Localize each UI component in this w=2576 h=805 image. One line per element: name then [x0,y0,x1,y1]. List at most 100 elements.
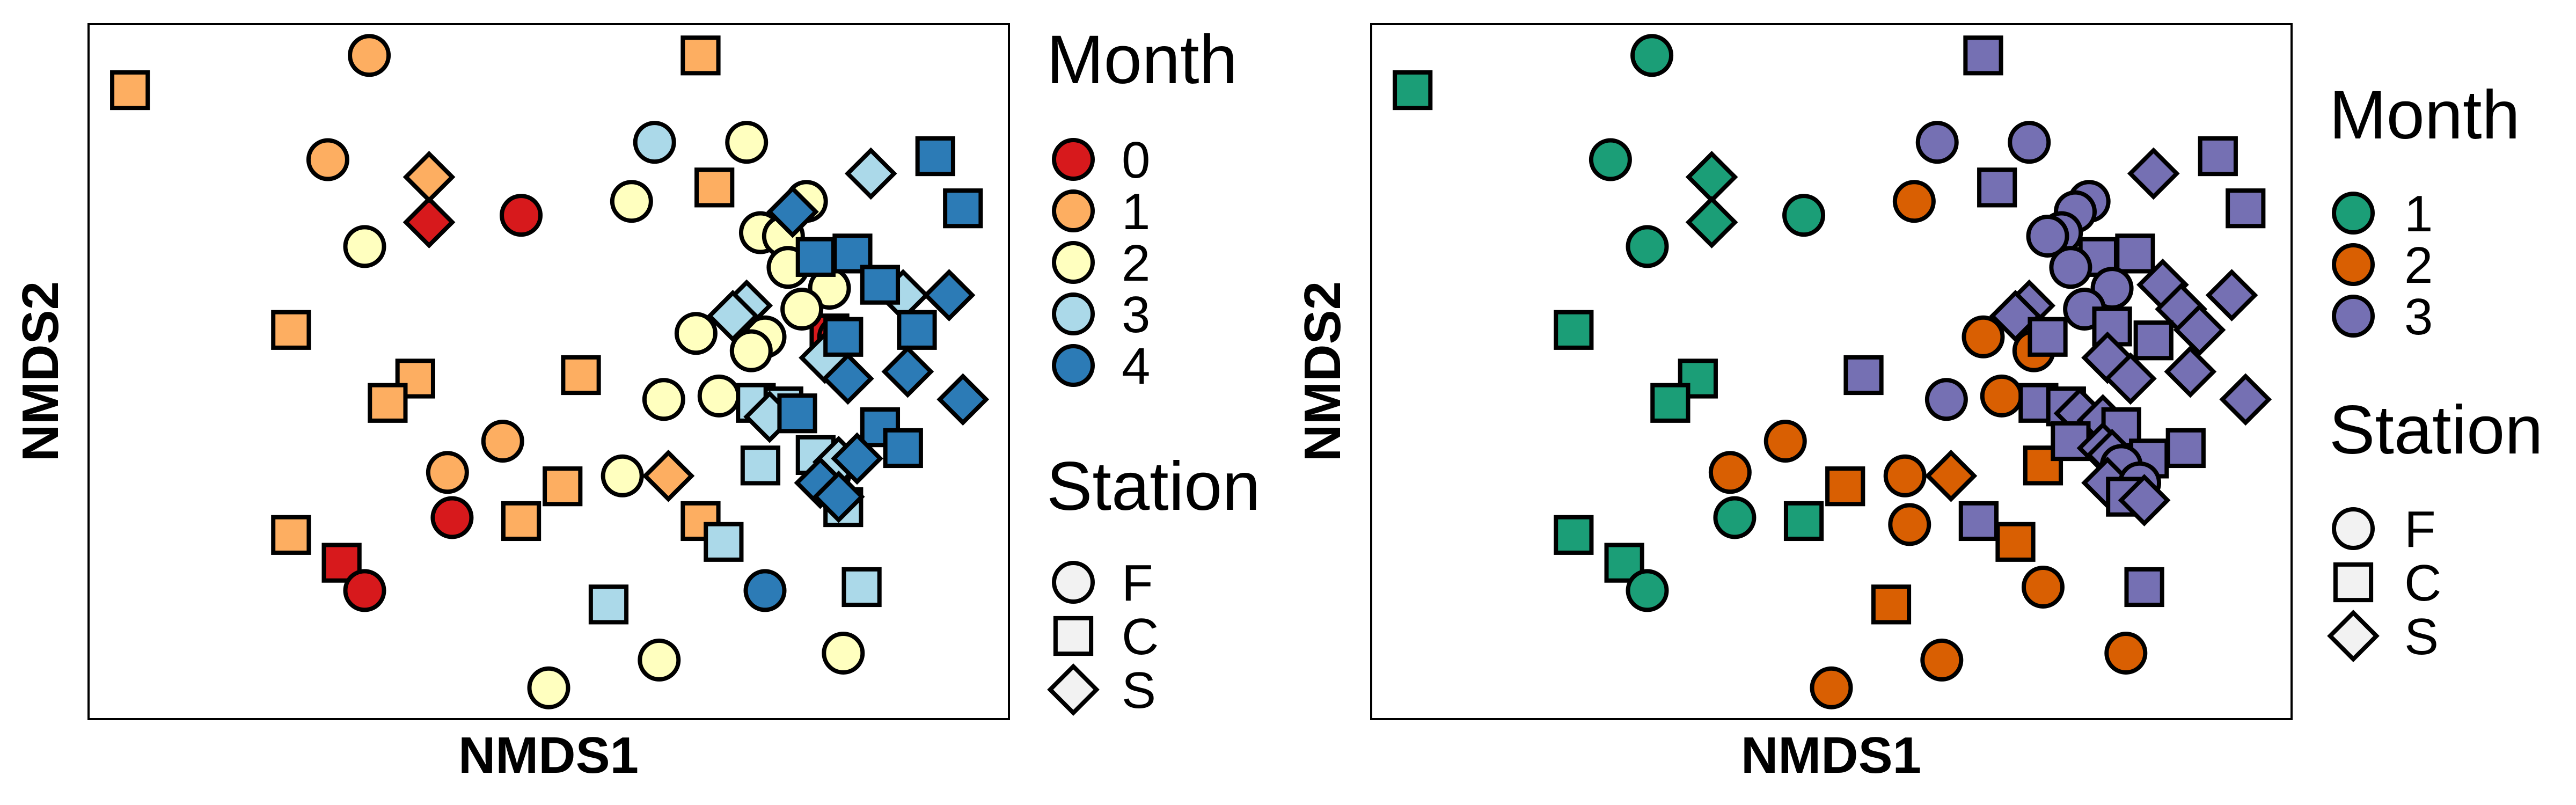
data-point-month-1-F [426,451,469,494]
legend-month-label-0: 0 [1122,131,1150,189]
data-point-month-3-S [706,290,759,342]
data-point-month-0-F [500,194,543,237]
data-point-month-3-S [844,147,897,200]
legend-month-items-right: 123 [2332,185,2433,346]
data-point-month-4-S [812,470,865,523]
legend-station-label-C: C [1122,608,1159,665]
data-point-month-1-C [694,167,735,208]
plot-frame-left [87,23,1010,720]
data-point-month-3-S [2127,147,2180,200]
data-point-month-2-F [1708,451,1752,494]
data-point-month-1-F [306,138,349,181]
legend-month-label-1: 1 [2404,185,2433,243]
data-point-month-4-C [832,233,873,274]
data-point-month-2-F [638,638,681,682]
data-point-month-2-S [1924,449,1978,502]
data-point-month-1-F [1782,194,1826,237]
data-point-month-1-S [642,449,695,502]
panel-right: NMDS1 NMDS2 Month 123 Station FCS [1294,23,2543,784]
points-right [1393,34,2272,709]
data-point-month-2-F [343,225,386,268]
legend-station-key-F [2332,507,2375,550]
data-point-month-2-F [1763,420,1807,463]
data-point-month-3-C [2198,136,2238,177]
legend-month-label-1: 1 [1122,183,1150,240]
data-point-month-4-C [823,317,863,357]
legend-station-label-C: C [2404,554,2441,612]
data-point-month-3-S [1989,290,2042,342]
data-point-month-1-S [1685,196,1738,248]
data-point-month-3-C [740,445,781,486]
data-point-month-4-S [822,352,874,405]
data-point-month-3-F [2026,214,2069,258]
data-point-month-1-C [501,501,541,541]
data-point-month-3-S [2219,373,2272,426]
data-point-month-1-F [1626,569,1669,612]
data-point-month-2-F [780,287,824,331]
legend-month-label-2: 2 [1122,235,1150,292]
data-point-month-4-C [860,265,901,305]
legend-station-label-S: S [1122,662,1156,719]
data-point-month-3-C [2165,428,2206,469]
legend-month-label-3: 3 [1122,286,1150,343]
legend-station-key-S [1047,663,1100,716]
legend-station-key-F [1052,561,1095,604]
legend-month-key-0 [1052,138,1095,181]
data-point-month-4-C [795,237,836,277]
legend-station-key-C [1053,616,1094,656]
data-point-month-2-F [1920,638,1964,682]
data-point-month-2-F [642,378,685,421]
legend-station-label-F: F [2404,501,2436,558]
legend-month-key-4 [1052,344,1095,387]
data-point-month-2-F [1962,315,2005,358]
data-point-month-3-S [2173,303,2226,356]
legend-month-key-1 [2332,192,2375,235]
data-point-month-3-C [1977,167,2017,208]
data-point-month-2-F [822,631,865,675]
x-axis-label-left: NMDS1 [458,727,639,784]
data-point-month-3-S [2118,474,2171,526]
data-point-month-3-C [2028,317,2068,357]
legend-month-key-2 [2332,243,2375,286]
data-point-month-1-C [1783,501,1824,541]
data-point-month-2-C [1995,522,2036,562]
data-point-month-2-C [1871,584,1912,625]
data-point-month-2-F [1980,374,2023,418]
legend-month-title-left: Month [1046,21,1238,98]
data-point-month-3-F [633,121,676,164]
data-point-month-3-C [1843,355,1884,396]
data-point-month-4-C [897,310,937,350]
data-point-month-0-S [402,196,456,248]
plot-frame-right [1370,23,2293,720]
legend-month-label-3: 3 [2404,288,2433,346]
data-point-month-2-F [1810,666,1853,709]
data-point-month-2-F [1892,180,1936,223]
legend-month-title-right: Month [2329,77,2520,153]
legend-month-key-3 [1052,292,1095,335]
data-point-month-4-S [831,432,883,485]
data-point-month-3-C [1958,501,1999,541]
data-point-month-0-F [343,569,386,612]
data-point-month-1-S [402,151,456,203]
data-point-month-3-C [2226,188,2266,229]
data-point-month-3-F [1924,378,1968,421]
legend-station-items-right: FCS [2327,501,2441,665]
data-point-month-4-C [915,136,955,177]
data-point-month-1-C [271,515,311,555]
legend-month-label-4: 4 [1122,338,1150,395]
y-axis-label-left: NMDS2 [12,281,69,462]
data-point-month-3-F [2008,121,2051,164]
data-point-month-4-C [777,393,817,434]
data-point-month-2-F [610,180,653,223]
legend-station-title-left: Station [1046,448,1261,525]
data-point-month-1-F [1626,225,1669,268]
data-point-month-2-F [601,454,644,497]
data-point-month-1-C [1650,383,1690,423]
data-point-month-3-S [2205,269,2258,321]
data-point-month-3-C [2115,233,2155,274]
data-point-month-2-F [725,121,769,164]
